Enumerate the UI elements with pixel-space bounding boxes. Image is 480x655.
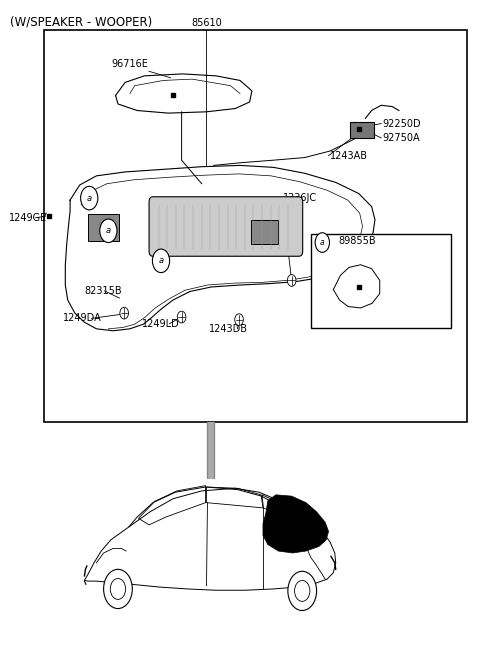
Text: 1243AB: 1243AB <box>330 151 368 160</box>
FancyBboxPatch shape <box>149 196 303 256</box>
Circle shape <box>81 186 98 210</box>
Text: a: a <box>106 226 111 235</box>
Text: 1249GE: 1249GE <box>9 213 48 223</box>
Text: 1249DA: 1249DA <box>63 313 102 324</box>
Circle shape <box>153 249 169 272</box>
Text: 85610: 85610 <box>191 18 222 28</box>
Text: a: a <box>87 194 92 202</box>
Circle shape <box>110 578 126 599</box>
Text: a: a <box>158 256 164 265</box>
Circle shape <box>120 307 129 319</box>
Text: a: a <box>320 238 324 247</box>
Polygon shape <box>263 495 328 553</box>
Text: 1336JC: 1336JC <box>283 193 317 203</box>
Circle shape <box>104 569 132 608</box>
Bar <box>350 122 374 138</box>
Circle shape <box>100 219 117 242</box>
Bar <box>88 214 119 241</box>
Bar <box>311 234 451 328</box>
Text: 92750A: 92750A <box>383 133 420 143</box>
Text: 82315B: 82315B <box>84 286 122 296</box>
Text: 1249LD: 1249LD <box>142 318 180 329</box>
Bar <box>251 219 278 244</box>
Circle shape <box>288 571 317 610</box>
Text: 96716E: 96716E <box>111 60 148 69</box>
Circle shape <box>177 311 186 323</box>
Text: 89855B: 89855B <box>338 236 376 246</box>
Text: 1243DB: 1243DB <box>209 324 248 334</box>
Text: 92250D: 92250D <box>383 119 421 128</box>
Circle shape <box>315 233 329 252</box>
Bar <box>44 30 468 422</box>
Circle shape <box>295 580 310 601</box>
Circle shape <box>288 274 296 286</box>
Text: (W/SPEAKER - WOOPER): (W/SPEAKER - WOOPER) <box>10 15 153 28</box>
Circle shape <box>235 314 243 326</box>
